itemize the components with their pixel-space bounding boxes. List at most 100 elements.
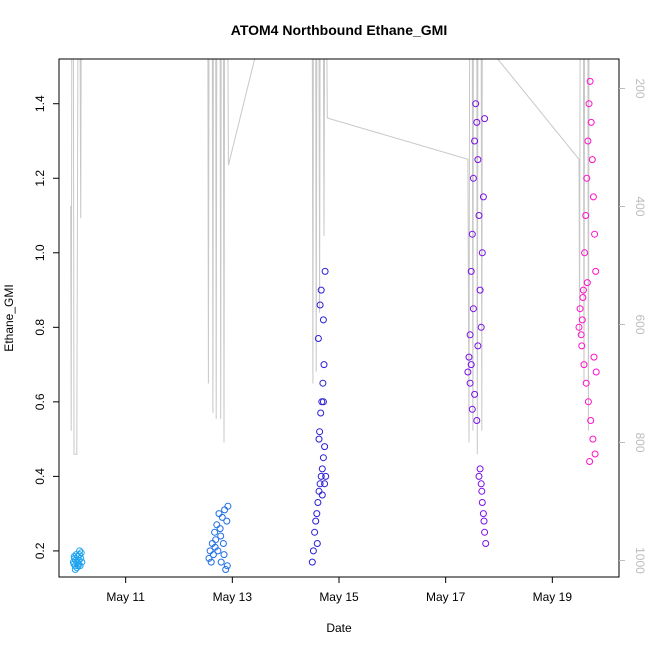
data-point (315, 435, 323, 443)
data-point (481, 115, 489, 123)
data-point (584, 137, 592, 145)
data-point (578, 316, 586, 324)
right-tick-label: 800 (633, 432, 647, 452)
data-point (321, 480, 329, 488)
data-point (317, 286, 325, 294)
data-point (314, 335, 322, 342)
right-tick-label: 200 (633, 78, 647, 98)
data-point (588, 156, 596, 164)
data-point (311, 528, 319, 536)
data-point (577, 331, 585, 339)
data-point (591, 450, 599, 458)
data-point (477, 480, 485, 488)
data-point (479, 193, 487, 201)
data-point (78, 558, 86, 566)
data-point (581, 249, 589, 257)
data-point (217, 532, 225, 540)
data-point (316, 428, 324, 436)
data-point (469, 174, 477, 182)
data-point (473, 417, 481, 424)
y-tick-label: 0.2 (33, 542, 47, 559)
data-point (217, 558, 225, 566)
data-point (478, 487, 486, 495)
data-point (209, 551, 217, 559)
data-point (464, 368, 472, 376)
x-tick-label: May 15 (319, 590, 359, 604)
data-point (474, 156, 482, 164)
data-point (469, 305, 477, 313)
x-tick-label: May 17 (426, 590, 466, 604)
right-tick-label: 600 (633, 314, 647, 334)
data-points (69, 77, 600, 573)
y-tick-label: 1.0 (33, 244, 47, 261)
data-point (77, 549, 85, 557)
data-point (476, 286, 484, 294)
data-point (582, 212, 590, 219)
data-point (322, 472, 330, 480)
data-point (316, 480, 324, 488)
data-point (213, 521, 221, 529)
data-point (317, 472, 325, 480)
data-point (476, 465, 484, 473)
data-point (316, 301, 324, 309)
data-point (223, 517, 231, 525)
data-point (589, 193, 597, 201)
data-point (586, 77, 594, 85)
data-point (591, 230, 599, 238)
data-point (468, 405, 476, 413)
data-point (466, 331, 474, 339)
y-tick-label: 1.4 (33, 95, 47, 112)
data-point (313, 510, 321, 518)
data-point (479, 510, 487, 518)
data-point (205, 554, 213, 562)
y-axis: 0.2 0.4 0.6 0.8 1.0 1.2 1.4 (33, 95, 59, 559)
data-point (583, 279, 591, 287)
right-tick-label: 1000 (633, 547, 647, 574)
x-axis-label: Date (326, 621, 352, 635)
y-axis-label: Ethane_GMI (2, 284, 16, 351)
data-point (482, 540, 490, 547)
plot-frame (58, 58, 620, 578)
y-tick-label: 0.8 (33, 319, 47, 336)
data-point (315, 487, 323, 495)
data-point (211, 543, 219, 551)
data-point (475, 472, 483, 480)
data-point (319, 454, 327, 462)
data-point (583, 174, 591, 182)
data-point (76, 547, 84, 555)
data-point (222, 566, 230, 573)
data-point (319, 398, 327, 406)
data-point (585, 100, 593, 108)
data-point (318, 491, 326, 499)
chart-title: ATOM4 Northbound Ethane_GMI (231, 22, 447, 38)
data-point (467, 361, 475, 369)
data-point (319, 379, 327, 387)
data-point (468, 230, 476, 238)
data-point (477, 323, 485, 331)
data-point (590, 353, 598, 361)
data-point (582, 379, 590, 387)
data-point (467, 267, 475, 275)
data-point (220, 551, 228, 559)
data-point (586, 458, 594, 465)
data-point (575, 323, 583, 331)
right-axis: 200 400 600 800 1000 (619, 78, 647, 574)
data-point (321, 267, 329, 275)
data-point (481, 528, 489, 536)
data-point (218, 513, 226, 521)
y-tick-label: 0.4 (33, 468, 47, 485)
data-point (313, 540, 321, 547)
data-point (478, 249, 486, 257)
data-point (592, 368, 600, 376)
data-point (579, 286, 587, 294)
x-tick-label: May 19 (533, 590, 573, 604)
data-point (312, 517, 320, 525)
data-point (471, 390, 479, 398)
data-point (480, 517, 488, 525)
data-point (309, 547, 317, 555)
data-point (580, 361, 588, 369)
x-tick-label: May 13 (213, 590, 253, 604)
data-point (224, 502, 232, 510)
